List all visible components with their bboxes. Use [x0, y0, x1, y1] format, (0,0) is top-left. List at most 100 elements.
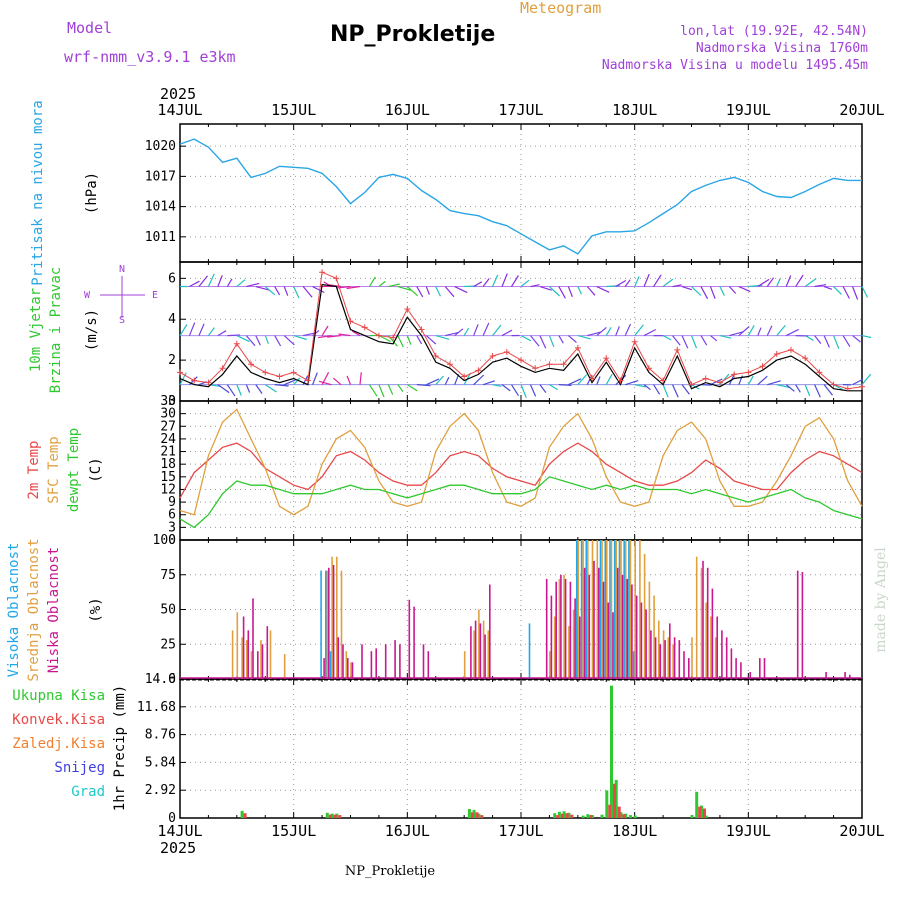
model-label: Model — [67, 19, 113, 37]
wind-arrow — [596, 285, 610, 293]
wind-arrow — [530, 284, 540, 288]
wind-arrow — [511, 384, 520, 397]
precip-bar — [325, 812, 329, 818]
wind-arrow — [681, 384, 690, 395]
wind-gust-marker — [674, 346, 681, 353]
precip-bar — [243, 813, 247, 818]
low-cloud-title-label: Niska Oblacnost — [46, 547, 62, 673]
wind-arrow — [332, 377, 342, 386]
wind-arrow — [274, 286, 281, 296]
wind-arrow — [747, 375, 754, 385]
lonlat-label: lon,lat (19.92E, 42.54N) — [680, 24, 868, 39]
wind-arrow — [624, 323, 632, 336]
wind-gust-marker — [333, 275, 340, 282]
wind-arrow — [274, 384, 289, 387]
wind-gust-marker — [532, 365, 539, 372]
top-date-label: 17JUL — [498, 101, 543, 119]
elevation-label: Nadmorska Visina 1760m — [695, 41, 868, 56]
wind-arrow — [520, 279, 530, 288]
wind-gust-marker — [645, 365, 652, 372]
precip-bar — [613, 783, 616, 818]
wind-arrow — [643, 384, 651, 391]
wind-arrow — [728, 286, 737, 294]
high-cloud-title-label: Visoka Oblacnost — [6, 543, 22, 678]
wind-arrow — [227, 334, 240, 337]
precip-bar — [472, 809, 476, 818]
wind-gust-marker — [844, 385, 851, 392]
bottom-date-label: 19JUL — [726, 822, 771, 840]
y-tick-label: 24 — [160, 432, 176, 447]
precip-bar — [608, 804, 612, 818]
bottom-date-label: 17JUL — [498, 822, 543, 840]
precip-bar — [698, 806, 702, 818]
wind-gust-marker — [404, 306, 411, 313]
wind-arrow — [530, 335, 540, 347]
wind-gust-marker — [205, 379, 212, 386]
bottom-date-label: 18JUL — [612, 822, 657, 840]
wind-arrow — [567, 335, 577, 343]
wind-gust-marker — [617, 377, 624, 384]
wind-gust-marker — [560, 361, 567, 368]
wind-arrow — [321, 325, 329, 336]
precip-bar — [553, 813, 557, 818]
wind-arrow — [672, 335, 681, 346]
footer-station-label: NP_Prokletije — [345, 864, 436, 879]
wind-arrow — [293, 286, 300, 299]
precip-bar — [567, 812, 571, 818]
precip-legend-label: Ukupna Kisa — [12, 688, 105, 704]
precip-bar — [333, 814, 337, 818]
wind-arrow — [558, 286, 566, 299]
wind-speed-line — [179, 283, 862, 392]
wind-arrow — [368, 276, 376, 287]
wind-gust-marker — [546, 361, 553, 368]
wind-arrow — [217, 384, 230, 394]
y-tick-label: 50 — [160, 603, 176, 618]
wind-arrow — [558, 335, 564, 344]
credit-label: made by Angel — [873, 547, 889, 653]
wind-unit-label: (m/s) — [84, 309, 100, 351]
wind-arrow — [795, 384, 801, 393]
precip-legend-label: Snijeg — [54, 760, 105, 776]
precip-bar — [581, 815, 585, 818]
y-tick-label: 30 — [160, 407, 176, 422]
y-tick-label: 5.84 — [145, 755, 176, 770]
temp-line-0 — [179, 442, 863, 499]
wind-arrow — [346, 375, 352, 385]
precip-bar — [586, 814, 590, 818]
wind-arrow — [318, 380, 332, 386]
wind-arrow — [700, 286, 709, 300]
wind-arrow — [520, 335, 532, 342]
precip-bar — [335, 813, 339, 818]
precip-bar — [467, 809, 471, 818]
wind-gust-marker — [191, 377, 198, 384]
wind-arrow — [625, 380, 639, 386]
wind-arrow — [814, 384, 821, 398]
wind-arrow — [198, 323, 205, 336]
wind-arrow — [406, 286, 418, 297]
wind-arrow — [283, 379, 296, 386]
wind-arrow — [691, 286, 702, 296]
wind-arrow — [729, 331, 743, 337]
wind-arrow — [338, 333, 351, 337]
wind-arrow — [852, 335, 861, 343]
wind-gust-marker — [688, 381, 695, 388]
precip-bar — [619, 812, 623, 818]
precip-bar — [695, 791, 699, 818]
wind-arrow — [804, 278, 817, 288]
wind-gust-marker — [432, 353, 439, 360]
wind-arrow — [529, 384, 537, 397]
wind-arrow — [624, 279, 631, 287]
compass-s-label: S — [119, 315, 125, 326]
precip-bar — [690, 815, 694, 818]
wind-arrow — [327, 334, 342, 338]
wind-arrow — [605, 373, 613, 385]
wind-arrow — [255, 285, 270, 291]
wind-arrow — [501, 384, 511, 392]
y-tick-label: 3 — [168, 520, 176, 535]
wind-arrow — [198, 275, 208, 287]
wind-gust-marker — [603, 355, 610, 362]
wind-arrow — [255, 384, 263, 394]
wind-arrow — [387, 384, 394, 395]
wind-arrow — [236, 335, 250, 343]
